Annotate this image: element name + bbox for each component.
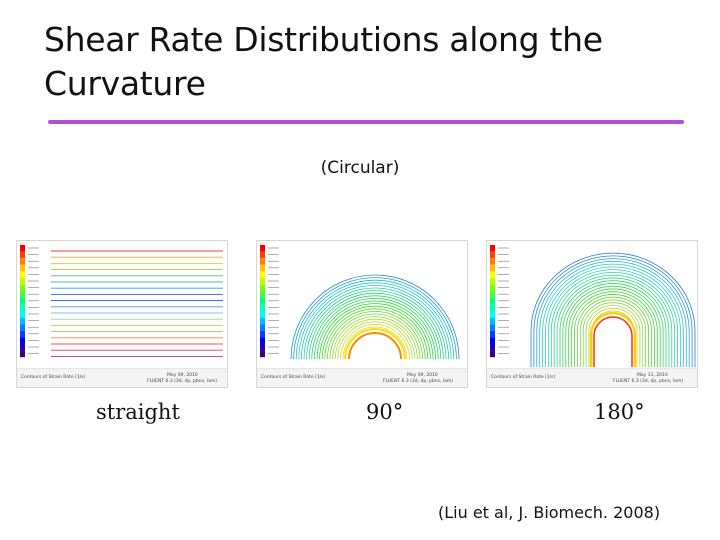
curve-180-contour-image: Contours of Strain Rate (1/s) May 11, 20…	[486, 240, 698, 388]
curve-90-contour-plot: Contours of Strain Rate (1/s) May 09, 20…	[257, 245, 467, 387]
svg-text:FLUENT 6.3 (3d, dp, pbns, lam): FLUENT 6.3 (3d, dp, pbns, lam)	[147, 378, 217, 384]
svg-text:May 11, 2010: May 11, 2010	[637, 372, 668, 378]
citation: (Liu et al, J. Biomech. 2008)	[438, 503, 661, 522]
title-underline	[48, 120, 684, 124]
svg-text:Contours of Strain Rate (1/s): Contours of Strain Rate (1/s)	[491, 374, 555, 380]
curve-90-label: 90°	[366, 400, 404, 424]
contour-lines	[51, 250, 223, 357]
contour-lines	[290, 274, 460, 360]
colorbar-legend	[490, 245, 509, 358]
curve-180-label: 180°	[594, 400, 645, 424]
slide-subtitle: (Circular)	[320, 158, 400, 178]
svg-text:May 09, 2010: May 09, 2010	[407, 372, 438, 378]
svg-text:FLUENT 6.3 (3d, dp, pbns, lam): FLUENT 6.3 (3d, dp, pbns, lam)	[613, 378, 683, 384]
curve-90-contour-image: Contours of Strain Rate (1/s) May 09, 20…	[256, 240, 468, 388]
straight-contour-plot: Contours of Strain Rate (1/s) May 09, 20…	[17, 245, 227, 387]
straight-label: straight	[96, 400, 180, 424]
colorbar-legend	[260, 245, 279, 358]
svg-text:Contours of Strain Rate (1/s): Contours of Strain Rate (1/s)	[261, 374, 325, 380]
slide-title: Shear Rate Distributions along the Curva…	[44, 20, 603, 103]
svg-text:May 09, 2010: May 09, 2010	[167, 372, 198, 378]
straight-contour-image: Contours of Strain Rate (1/s) May 09, 20…	[16, 240, 228, 388]
svg-text:FLUENT 6.3 (3d, dp, pbns, lam): FLUENT 6.3 (3d, dp, pbns, lam)	[383, 378, 453, 384]
colorbar-legend	[20, 245, 39, 358]
curve-180-contour-plot: Contours of Strain Rate (1/s) May 11, 20…	[487, 245, 697, 387]
contour-lines	[530, 252, 696, 367]
svg-text:Contours of Strain Rate (1/s): Contours of Strain Rate (1/s)	[21, 374, 85, 380]
